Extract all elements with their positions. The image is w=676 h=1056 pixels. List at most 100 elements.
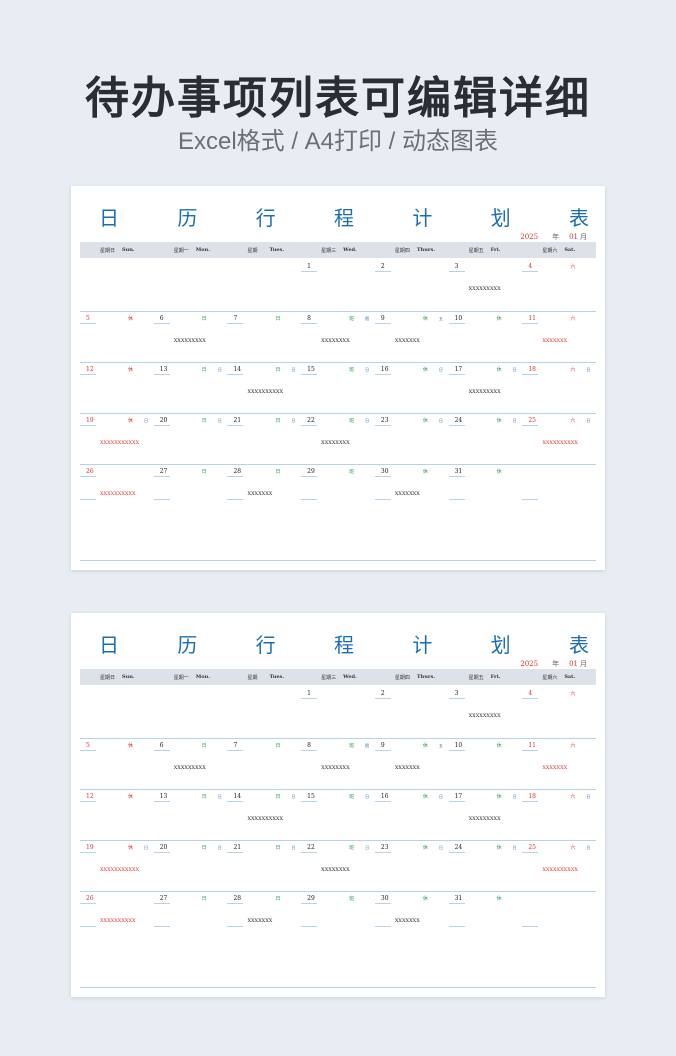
day-cell[interactable]: 21 日 日 (227, 414, 301, 465)
day-cell[interactable]: 8 班 假 XXXXXXXX (301, 739, 375, 790)
day-cell[interactable]: 22 班 日 XXXXXXXX (301, 414, 375, 465)
task-text[interactable]: XXXXXXXX (321, 765, 350, 771)
task-text[interactable]: XXXXXXXXXX (247, 816, 284, 822)
day-cell[interactable] (227, 260, 301, 311)
day-cell[interactable]: 3 XXXXXXXXX (448, 260, 523, 311)
day-cell[interactable]: 17 休 日 XXXXXXXXX (448, 363, 523, 414)
day-cell[interactable]: 8 班 假 XXXXXXXX (301, 312, 375, 363)
day-cell[interactable]: 24 休 日 (448, 841, 523, 892)
day-cell[interactable]: 2 (374, 687, 449, 738)
day-cell[interactable]: 26 XXXXXXXXXX (80, 465, 154, 516)
day-cell[interactable]: 19 休 日 XXXXXXXXXXX (80, 414, 154, 465)
day-cell[interactable]: 16 休 日 (374, 363, 449, 414)
day-cell[interactable]: 27 日 (153, 465, 228, 516)
task-text[interactable]: XXXXXXXX (321, 867, 350, 873)
day-cell[interactable]: 17 休 日 XXXXXXXXX (448, 790, 523, 841)
day-cell[interactable]: 6 日 XXXXXXXXX (153, 739, 228, 790)
day-cell[interactable]: 18 六 日 (522, 790, 596, 841)
task-text[interactable]: XXXXXXXXXX (247, 389, 284, 395)
day-cell[interactable] (522, 892, 596, 943)
day-cell[interactable]: 9 休 五 XXXXXXX (374, 739, 449, 790)
task-text[interactable]: XXXXXXXXXXX (100, 440, 140, 446)
task-text[interactable]: XXXXXXXXX (468, 816, 501, 822)
day-cell[interactable]: 10 休 (448, 739, 523, 790)
day-cell[interactable]: 15 班 日 (301, 363, 375, 414)
day-cell[interactable]: 12 休 (80, 363, 154, 414)
day-cell[interactable]: 3 XXXXXXXXX (448, 687, 523, 738)
day-cell[interactable]: 1 (301, 260, 375, 311)
day-cell[interactable]: 28 日 XXXXXXX (227, 465, 301, 516)
day-cell[interactable]: 29 班 (301, 465, 375, 516)
day-cell[interactable]: 30 休 XXXXXXX (374, 465, 449, 516)
task-text[interactable]: XXXXXXXXXX (100, 491, 136, 497)
day-cell[interactable]: 29 班 (301, 892, 375, 943)
day-cell[interactable]: 23 休 日 (374, 414, 449, 465)
day-cell[interactable]: 1 (301, 687, 375, 738)
day-cell[interactable]: 14 日 日 XXXXXXXXXX (227, 363, 301, 414)
day-cell[interactable] (80, 260, 154, 311)
day-cell[interactable]: 24 休 日 (448, 414, 523, 465)
day-cell[interactable]: 22 班 日 XXXXXXXX (301, 841, 375, 892)
day-cell[interactable]: 13 日 日 (153, 790, 228, 841)
day-cell[interactable]: 16 休 日 (374, 790, 449, 841)
day-cell[interactable] (522, 465, 596, 516)
day-cell[interactable]: 20 日 日 (153, 841, 228, 892)
day-cell[interactable]: 27 日 (153, 892, 228, 943)
day-cell[interactable]: 15 班 日 (301, 790, 375, 841)
day-cell[interactable]: 19 休 日 XXXXXXXXXXX (80, 841, 154, 892)
day-cell[interactable]: 2 (374, 260, 449, 311)
task-text[interactable]: XXXXXXXXX (173, 338, 206, 344)
day-cell[interactable]: 11 六 XXXXXXX (522, 312, 596, 363)
task-text[interactable]: XXXXXXX (394, 765, 420, 771)
day-cell[interactable] (154, 260, 228, 311)
month-value[interactable]: 01 (569, 233, 578, 241)
task-text[interactable]: XXXXXXXXX (173, 765, 206, 771)
task-text[interactable]: XXXXXXX (247, 491, 273, 497)
task-text[interactable]: XXXXXXXXX (468, 286, 501, 292)
task-text[interactable]: XXXXXXXXXX (100, 918, 136, 924)
day-cell[interactable]: 21 日 日 (227, 841, 301, 892)
task-text[interactable]: XXXXXXXXXX (542, 440, 578, 446)
day-cell[interactable]: 20 日 日 (153, 414, 228, 465)
day-cell[interactable]: 23 休 日 (374, 841, 449, 892)
task-text[interactable]: XXXXXXXX (321, 338, 350, 344)
year-value[interactable]: 2025 (520, 660, 539, 668)
day-cell[interactable]: 9 休 五 XXXXXXX (374, 312, 449, 363)
day-cell[interactable]: 13 日 日 (153, 363, 228, 414)
day-cell[interactable]: 31 休 (448, 465, 523, 516)
day-cell[interactable]: 25 六 日 XXXXXXXXXX (522, 414, 596, 465)
day-cell[interactable]: 18 六 日 (522, 363, 596, 414)
day-cell[interactable]: 6 日 XXXXXXXXX (153, 312, 228, 363)
day-cell[interactable] (227, 687, 301, 738)
day-cell[interactable]: 10 休 (448, 312, 523, 363)
day-cell[interactable]: 30 休 XXXXXXX (374, 892, 449, 943)
task-text[interactable]: XXXXXXX (247, 918, 273, 924)
day-cell[interactable]: 31 休 (448, 892, 523, 943)
task-text[interactable]: XXXXXXXXX (468, 713, 501, 719)
day-cell[interactable]: 14 日 日 XXXXXXXXXX (227, 790, 301, 841)
year-value[interactable]: 2025 (520, 233, 539, 241)
task-text[interactable]: XXXXXXX (542, 765, 568, 771)
day-cell[interactable] (154, 687, 228, 738)
task-text[interactable]: XXXXXXXX (321, 440, 350, 446)
day-cell[interactable]: 12 休 (80, 790, 154, 841)
month-value[interactable]: 01 (569, 660, 578, 668)
day-cell[interactable]: 28 日 XXXXXXX (227, 892, 301, 943)
task-text[interactable]: XXXXXXXXXX (542, 867, 578, 873)
task-text[interactable]: XXXXXXX (394, 338, 420, 344)
day-cell[interactable]: 11 六 XXXXXXX (522, 739, 596, 790)
day-cell[interactable]: 25 六 日 XXXXXXXXXX (522, 841, 596, 892)
task-text[interactable]: XXXXXXX (542, 338, 568, 344)
task-text[interactable]: XXXXXXXXXXX (100, 867, 140, 873)
task-text[interactable]: XXXXXXX (394, 918, 420, 924)
day-cell[interactable] (80, 687, 154, 738)
day-cell[interactable]: 26 XXXXXXXXXX (80, 892, 154, 943)
task-text[interactable]: XXXXXXX (394, 491, 420, 497)
task-text[interactable]: XXXXXXXXX (468, 389, 501, 395)
